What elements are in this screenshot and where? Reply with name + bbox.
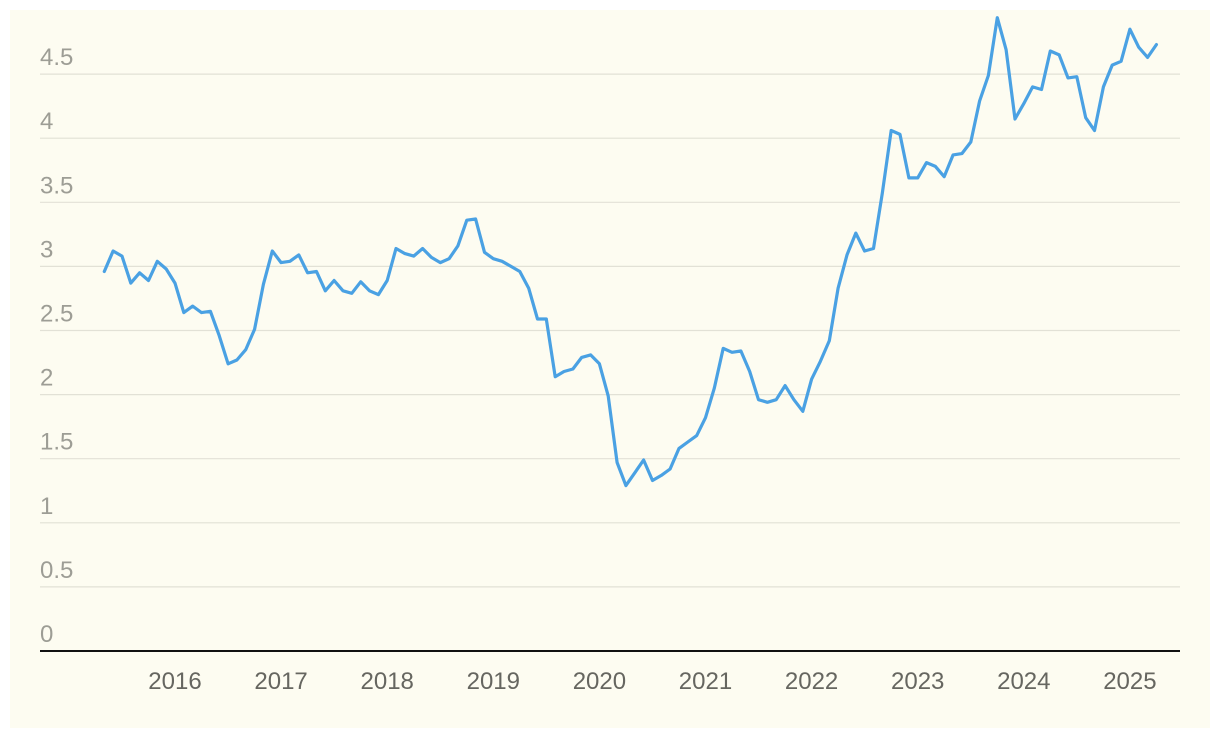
x-tick-label: 2022 — [785, 668, 838, 695]
y-tick-label: 3 — [40, 236, 53, 263]
y-tick-label: 2.5 — [40, 301, 73, 328]
x-tick-label: 2021 — [679, 668, 732, 695]
x-tick-label: 2025 — [1103, 668, 1156, 695]
y-tick-label: 0.5 — [40, 557, 73, 584]
line-chart: 0 0.5 1 1.5 2 2.5 3 3.5 4 4.5 2016 2017 2018 2019 202… — [40, 16, 1180, 695]
x-tick-label: 2023 — [891, 668, 944, 695]
x-tick-label: 2018 — [361, 668, 414, 695]
y-tick-label: 4.5 — [40, 44, 73, 71]
x-tick-label: 2016 — [148, 668, 201, 695]
chart-frame: 0 0.5 1 1.5 2 2.5 3 3.5 4 4.5 2016 2017 2018 2019 202… — [10, 10, 1210, 728]
y-tick-label: 3.5 — [40, 172, 73, 199]
y-tick-label: 1 — [40, 493, 53, 520]
y-tick-label: 4 — [40, 108, 53, 135]
y-tick-label: 1.5 — [40, 429, 73, 456]
series-line — [102, 16, 1158, 488]
x-tick-label: 2020 — [573, 668, 626, 695]
x-tick-label: 2024 — [997, 668, 1050, 695]
x-tick-label: 2019 — [467, 668, 520, 695]
x-tick-label: 2017 — [254, 668, 307, 695]
y-tick-label: 0 — [40, 621, 53, 648]
y-tick-label: 2 — [40, 365, 53, 392]
